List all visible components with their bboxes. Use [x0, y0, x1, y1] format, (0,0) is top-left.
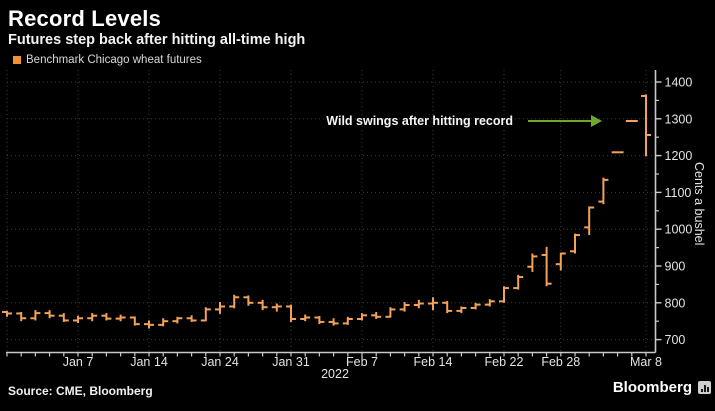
ohlc-bar — [385, 307, 396, 318]
ohlc-bar — [186, 315, 197, 322]
ohlc-bar — [257, 299, 268, 311]
x-tick-label: Mar 8 — [630, 355, 662, 369]
x-tick-label: Feb 7 — [346, 355, 378, 369]
ohlc-bar — [342, 316, 353, 325]
ohlc-bar — [30, 310, 41, 321]
x-tick-label: Feb 22 — [485, 355, 524, 369]
ohlc-bar — [271, 303, 282, 312]
y-tick-label: 1400 — [665, 76, 693, 90]
ohlc-bar — [172, 316, 183, 324]
ohlc-bar — [144, 320, 154, 329]
ohlc-bar — [44, 310, 55, 319]
ohlc-bar — [456, 306, 467, 314]
ohlc-bar — [357, 313, 367, 321]
ohlc-bar — [428, 297, 438, 311]
annotation-arrow-shaft — [528, 120, 592, 122]
bloomberg-wordmark: Bloomberg — [612, 379, 692, 396]
ohlc-bar — [200, 307, 211, 322]
y-tick-label: 1200 — [665, 149, 693, 163]
ohlc-bar — [16, 312, 27, 322]
x-tick-label: Jan 7 — [63, 355, 94, 369]
ohlc-bar — [300, 314, 311, 322]
ohlc-bar — [73, 315, 83, 324]
x-tick-label: Jan 24 — [201, 355, 239, 369]
ohlc-bar — [541, 246, 552, 287]
legend: Benchmark Chicago wheat futures — [13, 54, 202, 66]
ohlc-bar — [513, 274, 524, 290]
ohlc-bar — [584, 206, 595, 236]
legend-label: Benchmark Chicago wheat futures — [26, 54, 202, 66]
ohlc-bar — [314, 316, 325, 325]
y-axis-title: Cents a bushel — [692, 162, 706, 246]
ohlc-bar — [286, 304, 296, 322]
ohlc-bar — [87, 313, 98, 322]
x-tick-label: Feb 28 — [541, 355, 580, 369]
annotation-arrow-icon — [591, 115, 602, 127]
ohlc-bar — [570, 233, 580, 254]
ohlc-bar — [115, 314, 126, 322]
ohlc-bar — [229, 294, 240, 309]
ohlc-bar — [2, 310, 12, 317]
ohlc-bar — [215, 302, 225, 314]
ohlc-bar — [598, 177, 609, 205]
y-tick-label: 1000 — [665, 223, 693, 237]
y-tick-label: 800 — [665, 296, 686, 310]
ohlc-bar — [442, 300, 453, 314]
y-tick-label: 1300 — [665, 112, 693, 126]
page-title: Record Levels — [8, 6, 162, 31]
source-note: Source: CME, Bloomberg — [8, 384, 153, 398]
y-tick-label: 700 — [665, 333, 686, 347]
x-tick-label: Feb 14 — [414, 355, 453, 369]
ohlc-bar — [129, 316, 140, 326]
ohlc-bar — [58, 313, 69, 322]
annotation-text: Wild swings after hitting record — [326, 114, 513, 128]
ohlc-bar — [484, 299, 495, 307]
ohlc-bar — [555, 252, 566, 271]
chart-subtitle: Futures step back after hitting all-time… — [8, 32, 306, 48]
ohlc-bar — [470, 302, 481, 310]
x-tick-label: Jan 31 — [272, 355, 310, 369]
ohlc-bar — [499, 286, 509, 303]
y-tick-label: 900 — [665, 260, 686, 274]
legend-swatch-icon — [13, 56, 21, 64]
terminal-bars-icon — [698, 381, 711, 394]
ohlc-bar — [399, 302, 410, 312]
ohlc-bar — [527, 253, 538, 272]
ohlc-bar — [158, 318, 169, 327]
ohlc-bar — [328, 318, 339, 326]
bloomberg-logo: Bloomberg — [613, 379, 711, 396]
ohlc-bar — [413, 299, 424, 309]
ohlc-bar — [641, 94, 651, 157]
ohlc-bar — [101, 313, 112, 321]
x-tick-label: Jan 14 — [130, 355, 168, 369]
ohlc-bar — [243, 295, 254, 306]
x-axis-year-label: 2022 — [321, 367, 349, 381]
y-tick-label: 1100 — [665, 186, 692, 200]
ohlc-bar — [371, 312, 382, 319]
